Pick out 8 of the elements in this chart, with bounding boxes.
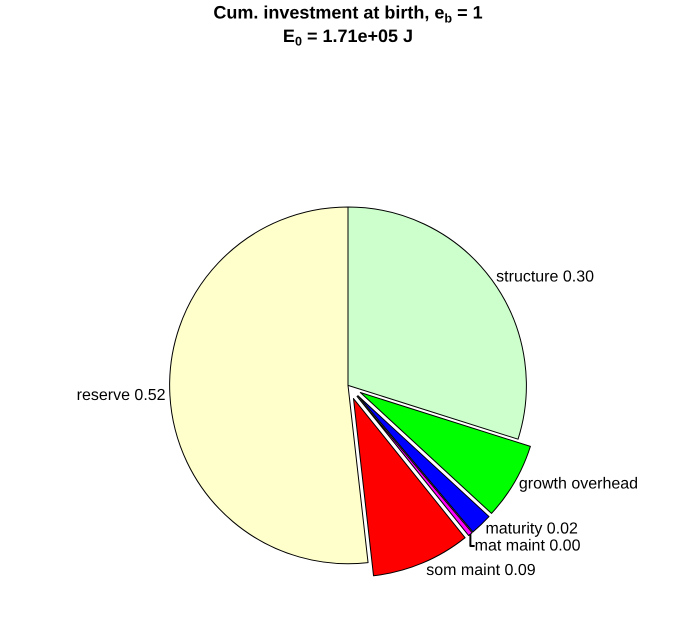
slice-label: growth overhead bbox=[518, 476, 638, 493]
slice-label: structure 0.30 bbox=[496, 268, 594, 286]
chart-subtitle: E$_{0}$ = 1.71e+05 J bbox=[282, 26, 414, 49]
slice-label: som maint 0.09 bbox=[426, 562, 536, 579]
slice-label: mat maint 0.00 bbox=[474, 537, 581, 554]
slice-label: reserve 0.52 bbox=[76, 386, 166, 404]
slice-label: maturity 0.02 bbox=[485, 520, 578, 538]
chart-title: Cum. investment at birth, e$_{b}$ = 1 bbox=[213, 2, 483, 26]
